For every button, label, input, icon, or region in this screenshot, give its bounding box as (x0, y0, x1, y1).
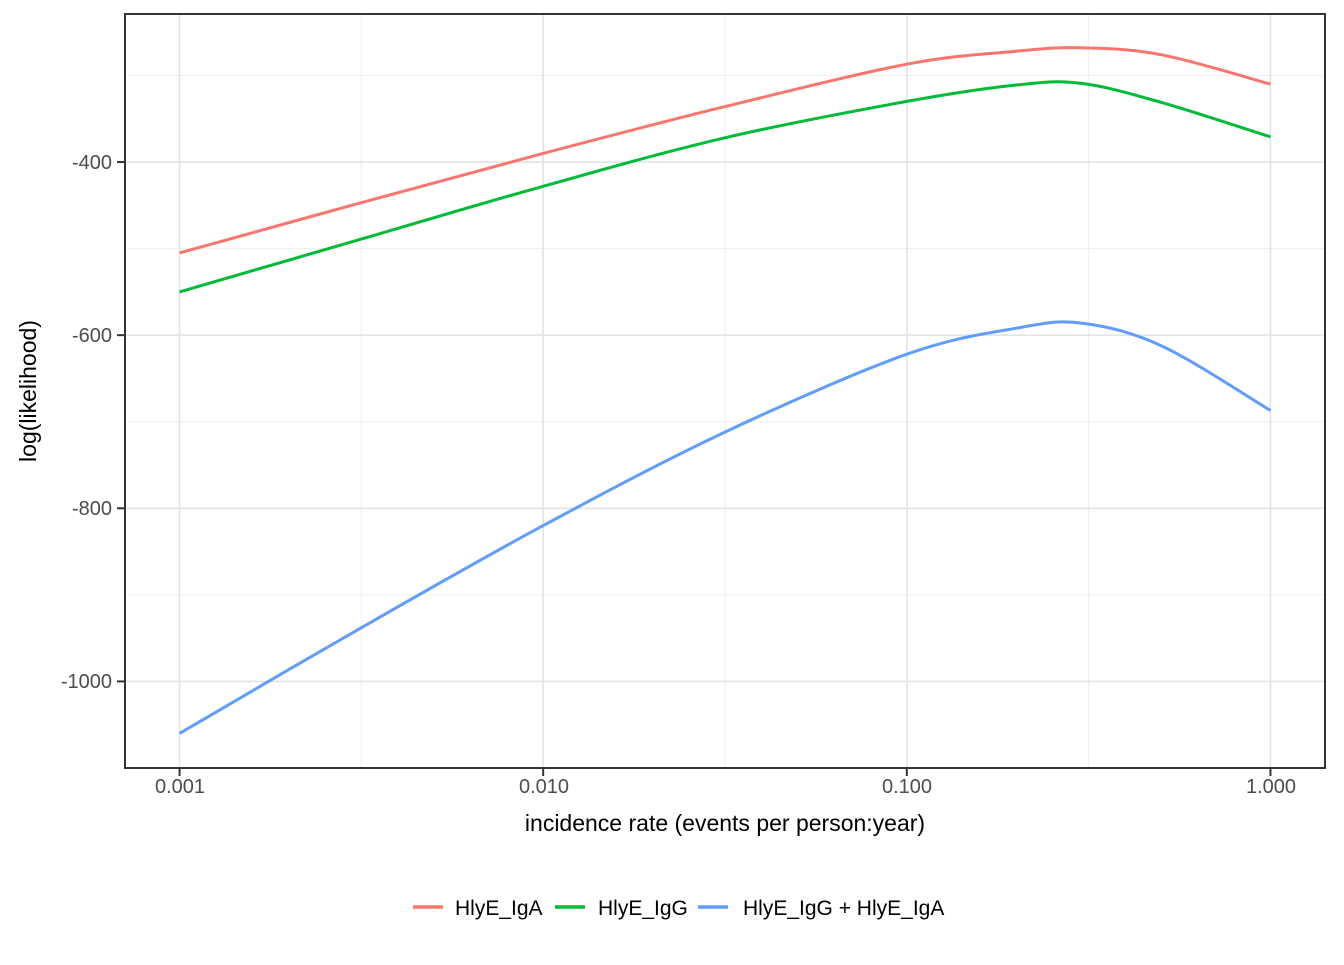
panel-border (124, 13, 1326, 769)
series-line-hlye-igg-hlye-iga (178, 320, 1272, 735)
y-tick-label--800: -800 (72, 498, 112, 520)
legend-label-hlye-iga: HlyE_IgA (455, 897, 543, 920)
x-tick-label-0100: 0.100 (882, 776, 932, 798)
legend-label-hlye-igg-plus-iga: HlyE_IgG + HlyE_IgA (743, 897, 944, 920)
series-line-hlye-iga (179, 46, 1271, 255)
gridlines (125, 14, 1325, 769)
x-tick-label-1000: 1.000 (1246, 776, 1296, 798)
x-tick-label-0001: 0.001 (155, 776, 205, 798)
axis-tick-marks (117, 161, 1272, 776)
legend: HlyE_IgA HlyE_IgG HlyE_IgG + HlyE_IgA (413, 897, 944, 920)
y-tick-label--1000: -1000 (61, 671, 112, 693)
x-axis-title: incidence rate (events per person:year) (525, 810, 925, 836)
legend-label-hlye-igg: HlyE_IgG (598, 897, 688, 920)
series-line-hlye-igg (179, 80, 1271, 294)
series-lines (178, 46, 1272, 735)
y-tick-label--400: -400 (72, 152, 112, 174)
x-tick-label-0010: 0.010 (519, 776, 569, 798)
y-axis-title: log(likelihood) (15, 320, 41, 462)
y-tick-label--600: -600 (72, 325, 112, 347)
